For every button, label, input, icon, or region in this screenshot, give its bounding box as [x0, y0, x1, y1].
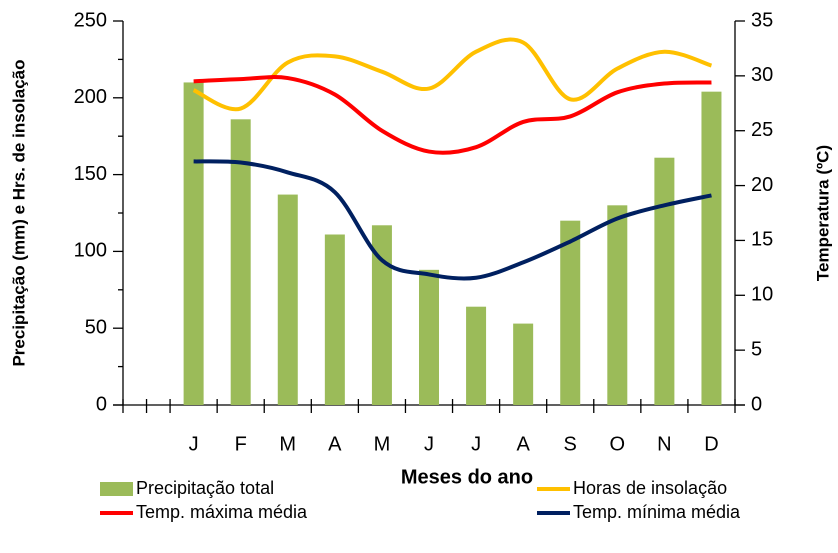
- bar: [277, 194, 298, 405]
- y2-tick-label: 25: [751, 119, 773, 141]
- x-tick-label: D: [704, 433, 718, 455]
- legend-label: Temp. mínima média: [573, 502, 741, 522]
- x-tick-label: A: [328, 433, 342, 455]
- y2-tick-label: 0: [751, 393, 762, 415]
- line: [193, 75, 712, 155]
- x-tick-label: J: [471, 433, 481, 455]
- x-tick-label: N: [657, 433, 671, 455]
- y-tick-label: 250: [74, 9, 107, 31]
- x-tick-label: S: [564, 433, 577, 455]
- y2-tick-label: 20: [751, 174, 773, 196]
- y-tick-label: 50: [85, 316, 107, 338]
- y-axis-title: Precipitação (mm) e Hrs. de insolação: [9, 59, 28, 366]
- x-tick-label: M: [374, 433, 391, 455]
- y2-tick-label: 10: [751, 284, 773, 306]
- x-tick-label: M: [279, 433, 296, 455]
- bar: [654, 157, 675, 405]
- bar: [607, 205, 628, 405]
- bar: [560, 220, 581, 405]
- line: [192, 37, 713, 112]
- bar: [371, 225, 392, 405]
- x-tick-label: A: [516, 433, 530, 455]
- legend-label: Temp. máxima média: [136, 502, 308, 522]
- x-tick-label: J: [424, 433, 434, 455]
- y2-tick-label: 30: [751, 64, 773, 86]
- y-tick-label: 150: [74, 163, 107, 185]
- bar: [230, 119, 251, 405]
- x-tick-label: J: [189, 433, 199, 455]
- bar: [701, 91, 722, 405]
- y2-axis-title: Temperatura (ºC): [813, 145, 832, 281]
- bar: [419, 269, 439, 405]
- bar: [324, 234, 345, 405]
- y-tick-label: 100: [74, 240, 107, 262]
- y-tick-label: 200: [74, 86, 107, 108]
- legend-label: Precipitação total: [136, 478, 274, 498]
- x-axis-title: Meses do ano: [401, 466, 533, 488]
- y2-tick-label: 35: [751, 9, 773, 31]
- bar: [466, 306, 487, 405]
- x-tick-label: F: [235, 433, 247, 455]
- bar: [513, 323, 534, 405]
- legend-label: Horas de insolação: [573, 478, 727, 498]
- legend-swatch: [100, 482, 133, 496]
- y2-tick-label: 5: [751, 338, 762, 360]
- y-tick-label: 0: [96, 393, 107, 415]
- y2-tick-label: 15: [751, 229, 773, 251]
- bar: [183, 82, 204, 405]
- line: [193, 159, 712, 281]
- x-tick-label: O: [610, 433, 626, 455]
